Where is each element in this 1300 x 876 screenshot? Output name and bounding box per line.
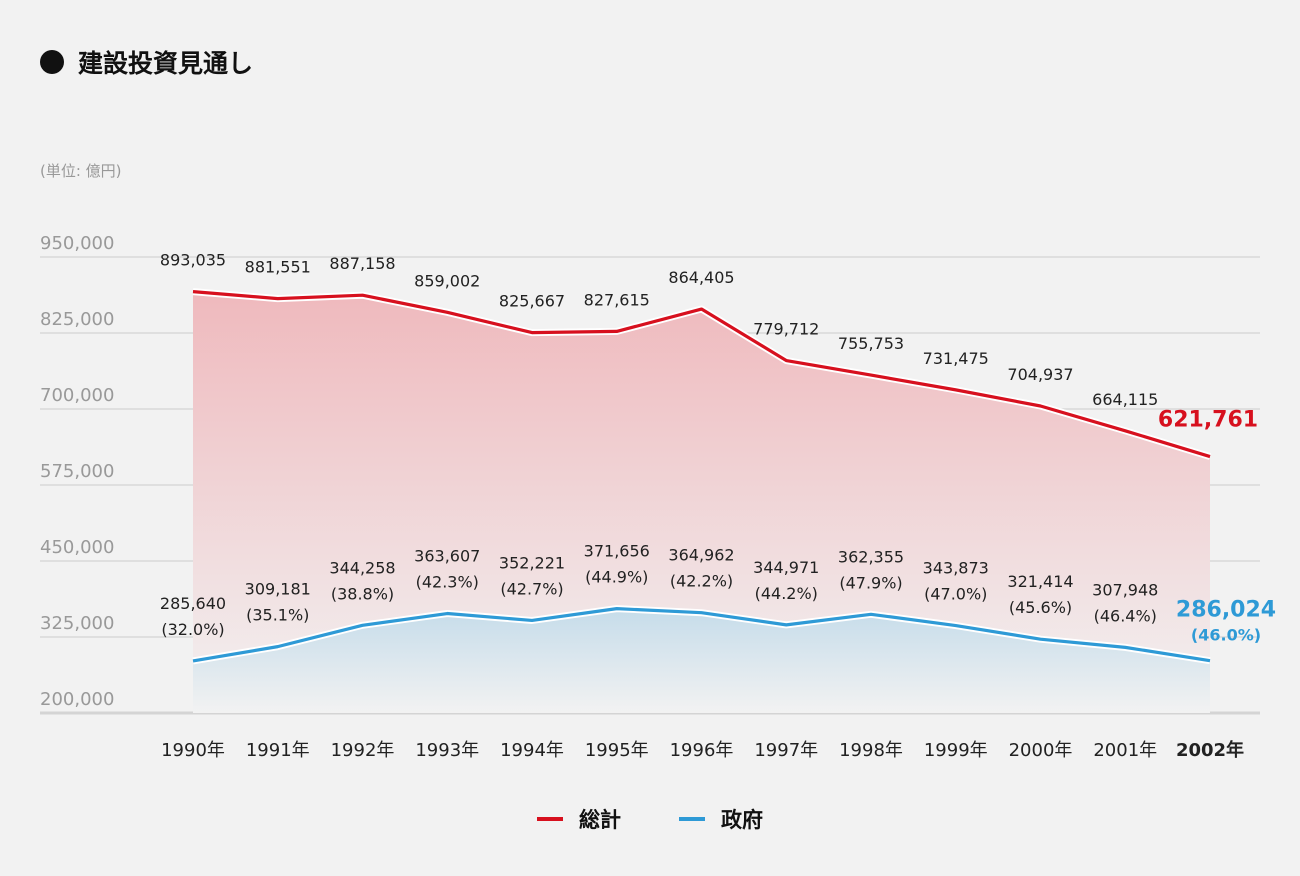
y-tick-label: 450,000 bbox=[40, 537, 114, 558]
data-share-government: (32.0%) bbox=[161, 620, 224, 639]
x-tick-label: 1990年 bbox=[161, 740, 225, 761]
data-label-total: 887,158 bbox=[329, 254, 395, 273]
x-tick-label: 1995年 bbox=[585, 740, 649, 761]
area-total bbox=[193, 291, 1210, 713]
data-label-total: 859,002 bbox=[414, 271, 480, 290]
x-tick-label: 1991年 bbox=[246, 740, 310, 761]
data-label-total: 704,937 bbox=[1007, 365, 1073, 384]
data-share-government: (44.9%) bbox=[585, 568, 648, 587]
data-label-total: 893,035 bbox=[160, 251, 226, 270]
x-tick-label: 1996年 bbox=[670, 740, 734, 761]
data-label-government: 344,971 bbox=[753, 558, 819, 577]
y-tick-label: 575,000 bbox=[40, 461, 114, 482]
data-share-government: (35.1%) bbox=[246, 606, 309, 625]
x-tick-label: 1997年 bbox=[754, 740, 818, 761]
legend-swatch-total bbox=[537, 817, 563, 821]
line-total bbox=[192, 290, 1211, 459]
x-tick-label: 1992年 bbox=[331, 740, 395, 761]
legend-swatch-government bbox=[679, 817, 705, 821]
data-share-government: (42.2%) bbox=[670, 572, 733, 591]
legend-item-total: 総計 bbox=[537, 804, 621, 834]
data-label-government: 344,258 bbox=[329, 558, 395, 577]
data-label-government: 363,607 bbox=[414, 547, 480, 566]
y-tick-label: 950,000 bbox=[40, 233, 114, 254]
x-tick-label: 1998年 bbox=[839, 740, 903, 761]
x-tick-label: 1994年 bbox=[500, 740, 564, 761]
data-label-total: 779,712 bbox=[753, 320, 819, 339]
chart-title: 建設投資見通し bbox=[78, 49, 254, 78]
data-share-government: (44.2%) bbox=[755, 584, 818, 603]
data-share-government: (42.7%) bbox=[500, 579, 563, 598]
legend: 総計 政府 bbox=[0, 804, 1300, 834]
data-label-total: 731,475 bbox=[923, 349, 989, 368]
data-label-government: 285,640 bbox=[160, 594, 226, 613]
data-share-government: (42.3%) bbox=[416, 573, 479, 592]
data-label-total: 827,615 bbox=[584, 290, 650, 309]
unit-label: (単位: 億円) bbox=[40, 162, 122, 180]
data-label-government: 309,181 bbox=[245, 580, 311, 599]
y-tick-label: 200,000 bbox=[40, 689, 114, 710]
area-government bbox=[193, 608, 1210, 713]
data-share-government: (46.4%) bbox=[1094, 606, 1157, 625]
data-label-government: 371,656 bbox=[584, 542, 650, 561]
data-label-government: 286,024 bbox=[1176, 598, 1276, 623]
data-label-total: 755,753 bbox=[838, 334, 904, 353]
y-tick-label: 325,000 bbox=[40, 613, 114, 634]
data-label-government: 362,355 bbox=[838, 547, 904, 566]
x-tick-label: 1993年 bbox=[415, 740, 479, 761]
data-label-government: 352,221 bbox=[499, 553, 565, 572]
data-share-government: (46.0%) bbox=[1191, 626, 1261, 645]
data-label-government: 364,962 bbox=[668, 546, 734, 565]
data-share-government: (47.9%) bbox=[839, 573, 902, 592]
data-share-government: (45.6%) bbox=[1009, 598, 1072, 617]
data-share-government: (47.0%) bbox=[924, 585, 987, 604]
data-label-government: 321,414 bbox=[1007, 572, 1073, 591]
line-government bbox=[192, 607, 1211, 663]
legend-label-government: 政府 bbox=[721, 808, 763, 832]
y-tick-label: 700,000 bbox=[40, 385, 114, 406]
data-share-government: (38.8%) bbox=[331, 584, 394, 603]
chart-title-block: 建設投資見通し bbox=[40, 44, 253, 80]
data-label-government: 343,873 bbox=[923, 559, 989, 578]
x-tick-label: 2001年 bbox=[1093, 740, 1157, 761]
data-label-total: 664,115 bbox=[1092, 390, 1158, 409]
data-label-total: 825,667 bbox=[499, 292, 565, 311]
bullet-dot-icon bbox=[40, 50, 64, 74]
legend-item-government: 政府 bbox=[679, 804, 763, 834]
data-label-total: 864,405 bbox=[668, 268, 734, 287]
y-tick-label: 825,000 bbox=[40, 309, 114, 330]
x-tick-label: 2000年 bbox=[1009, 740, 1073, 761]
data-label-government: 307,948 bbox=[1092, 580, 1158, 599]
x-tick-label: 2002年 bbox=[1176, 739, 1244, 761]
legend-label-total: 総計 bbox=[579, 808, 621, 832]
data-label-total: 881,551 bbox=[245, 258, 311, 277]
x-tick-label: 1999年 bbox=[924, 740, 988, 761]
data-label-total: 621,761 bbox=[1158, 408, 1258, 433]
